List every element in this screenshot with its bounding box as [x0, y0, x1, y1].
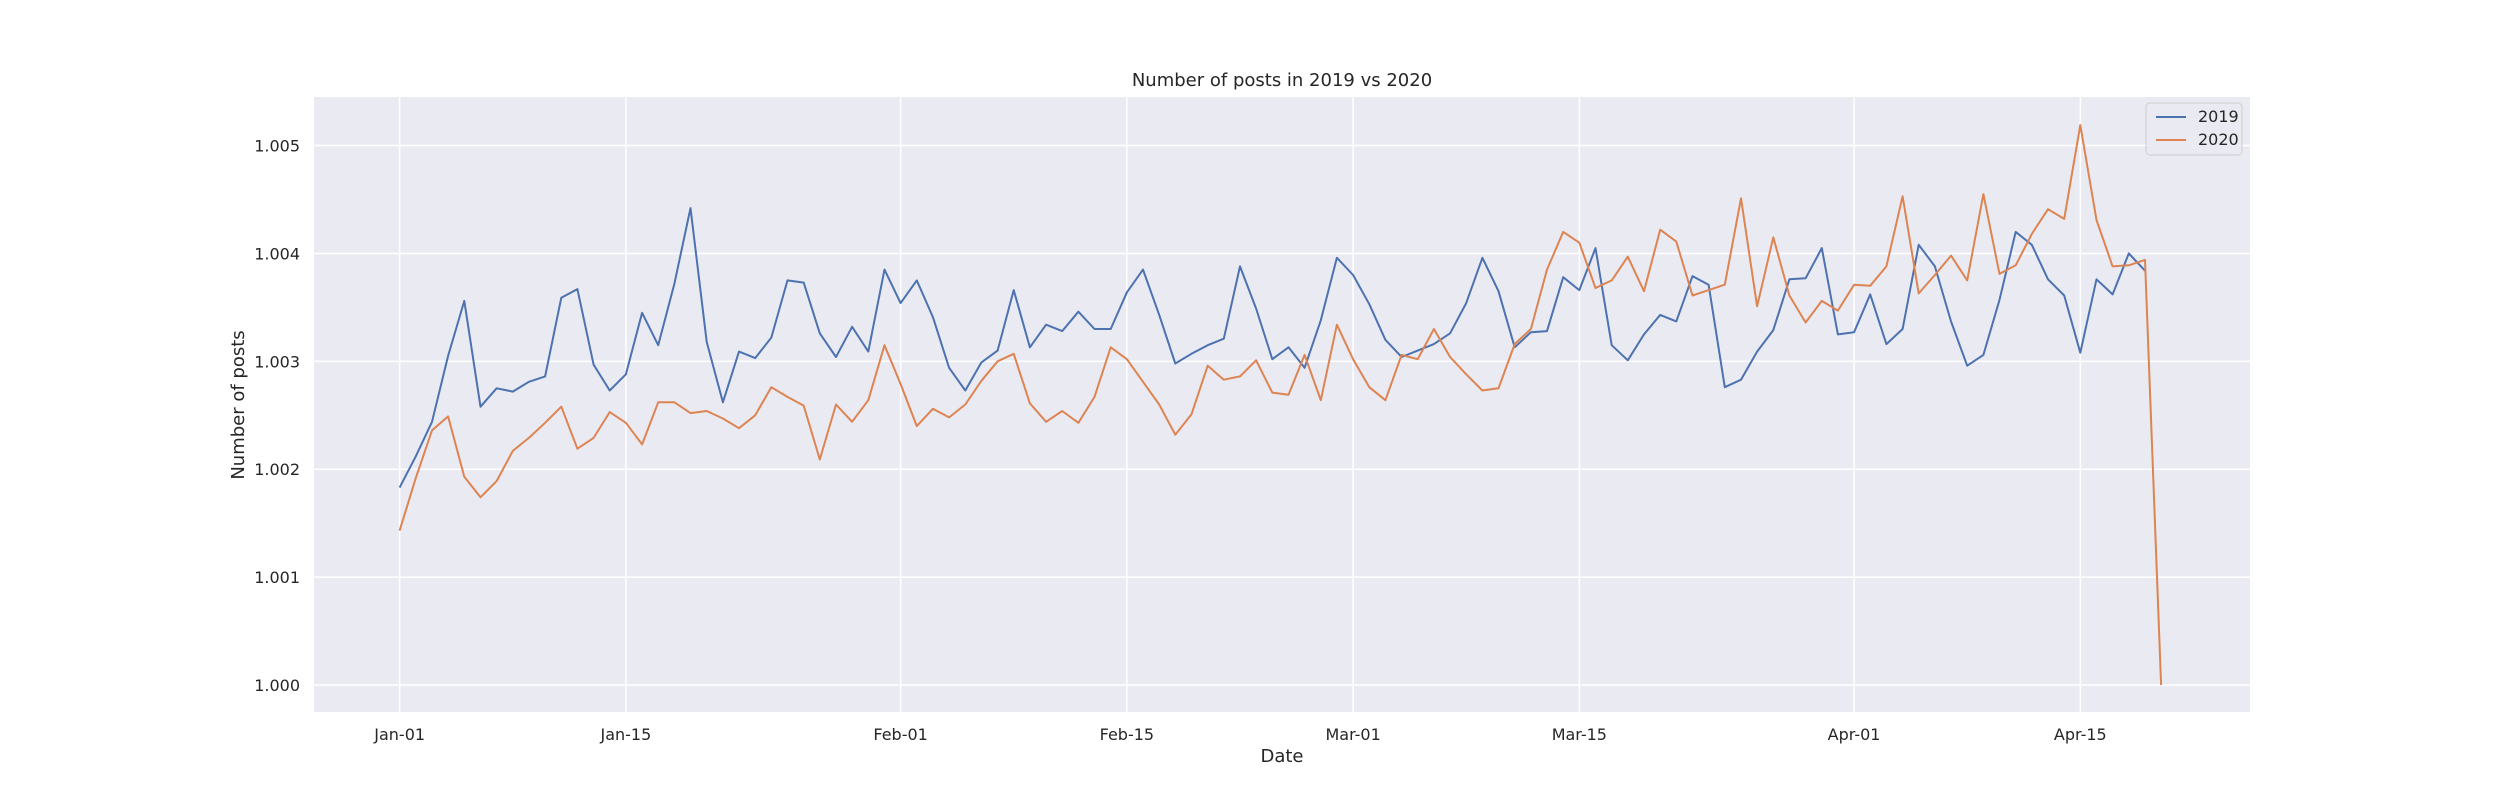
- x-tick-label: Jan-15: [599, 725, 651, 744]
- y-tick-label: 1.005: [254, 137, 300, 156]
- x-tick-label: Apr-01: [1828, 725, 1881, 744]
- x-axis-label: Date: [1260, 746, 1303, 767]
- x-tick-label: Mar-01: [1325, 725, 1380, 744]
- plot-background: [314, 97, 2250, 712]
- y-axis-ticks: 1.000 1.001 1.002 1.003 1.004 1.005: [254, 137, 300, 695]
- legend-label-2020: 2020: [2198, 130, 2239, 149]
- series-lines: [398, 124, 2163, 686]
- grid-lines: [314, 97, 2250, 712]
- x-tick-label: Apr-15: [2054, 725, 2107, 744]
- y-tick-label: 1.004: [254, 244, 300, 263]
- x-tick-label: Mar-15: [1552, 725, 1607, 744]
- x-axis-ticks: Jan-01 Jan-15 Feb-01 Feb-15 Mar-01 Mar-15 Apr-…: [373, 725, 2106, 744]
- x-tick-label: Feb-15: [1100, 725, 1154, 744]
- series-line-2019: [398, 207, 2146, 489]
- x-tick-label: Feb-01: [873, 725, 927, 744]
- y-tick-label: 1.001: [254, 568, 300, 587]
- y-axis-label: Number of posts: [228, 330, 249, 479]
- y-tick-label: 1.000: [254, 676, 300, 695]
- series-line-2020: [398, 124, 2163, 686]
- y-tick-label: 1.002: [254, 460, 300, 479]
- y-tick-label: 1.003: [254, 352, 300, 371]
- legend-label-2019: 2019: [2198, 107, 2239, 126]
- chart-title: Number of posts in 2019 vs 2020: [1132, 70, 1432, 91]
- x-tick-label: Jan-01: [373, 725, 425, 744]
- legend: 2019 2020: [2145, 102, 2243, 156]
